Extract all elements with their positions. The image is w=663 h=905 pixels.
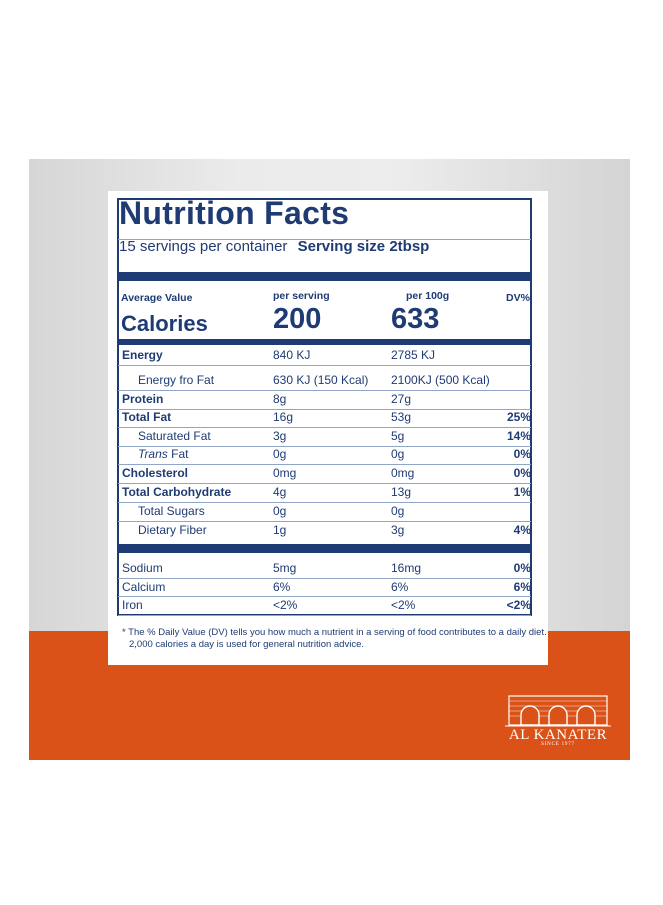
calories-per-100g: 633 xyxy=(391,303,440,335)
nutrient-label: Trans Fat xyxy=(138,447,188,461)
dv-value: 1% xyxy=(513,485,531,499)
thick-divider xyxy=(118,339,531,345)
per-100g-value: 53g xyxy=(391,410,412,424)
per-100g-value: 0g xyxy=(391,447,405,461)
dv-value: 6% xyxy=(513,580,531,594)
per-100g-value: <2% xyxy=(391,598,416,612)
dv-value: 4% xyxy=(513,523,531,537)
per-100g-value: 27g xyxy=(391,392,412,406)
header-average: Average Value xyxy=(121,292,193,304)
per-100g-value: 13g xyxy=(391,485,412,499)
nutrition-title: Nutrition Facts xyxy=(119,195,350,231)
footnote: * The % Daily Value (DV) tells you how m… xyxy=(122,627,547,651)
logo-since: SINCE 1977 xyxy=(541,742,575,747)
nutrient-label-italic: Trans xyxy=(138,447,168,461)
dv-value: 0% xyxy=(513,466,531,480)
row-divider xyxy=(118,446,531,447)
per-100g-value: 2785 KJ xyxy=(391,348,436,362)
nutrient-label: Cholesterol xyxy=(122,466,189,480)
thick-divider xyxy=(118,544,531,553)
header-dv: DV% xyxy=(506,292,530,304)
row-divider xyxy=(118,427,531,428)
arches-icon xyxy=(505,695,611,727)
nutrient-label: Total Sugars xyxy=(138,504,205,518)
per-serving-value: 0mg xyxy=(273,466,297,480)
servings-per-container: 15 servings per container xyxy=(119,238,288,255)
footnote-line-1: * The % Daily Value (DV) tells you how m… xyxy=(122,627,547,638)
row-divider xyxy=(118,502,531,503)
per-serving-value: 8g xyxy=(273,392,287,406)
nutrition-label: Nutrition Facts 15 servings per containe… xyxy=(108,191,548,665)
per-serving-value: 630 KJ (150 Kcal) xyxy=(273,373,369,387)
row-divider xyxy=(118,464,531,465)
nutrient-label: Total Carbohydrate xyxy=(122,485,232,499)
header-per-serving: per serving xyxy=(273,290,330,302)
per-serving-value: 0g xyxy=(273,504,287,518)
per-serving-value: 16g xyxy=(273,410,294,424)
calories-label: Calories xyxy=(121,311,208,336)
nutrient-label: Energy xyxy=(122,348,163,362)
mineral-label: Calcium xyxy=(122,580,166,594)
nutrition-panel xyxy=(117,198,532,616)
row-divider xyxy=(118,615,531,616)
per-serving-value: 840 KJ xyxy=(273,348,311,362)
per-100g-value: 16mg xyxy=(391,561,422,575)
per-100g-value: 0mg xyxy=(391,466,415,480)
dv-value: 14% xyxy=(506,429,531,443)
per-serving-value: 4g xyxy=(273,485,287,499)
header-per-100g: per 100g xyxy=(406,290,450,302)
per-serving-value: 3g xyxy=(273,429,287,443)
row-divider xyxy=(118,483,531,484)
divider xyxy=(118,239,531,240)
per-100g-value: 5g xyxy=(391,429,405,443)
serving-size: Serving size 2tbsp xyxy=(297,238,430,255)
per-100g-value: 0g xyxy=(391,504,405,518)
per-100g-value: 6% xyxy=(391,580,409,594)
per-serving-value: <2% xyxy=(273,598,298,612)
per-100g-value: 2100KJ (500 Kcal) xyxy=(391,373,490,387)
mineral-label: Iron xyxy=(122,598,143,612)
row-divider xyxy=(118,521,531,522)
calories-per-serving: 200 xyxy=(273,303,322,335)
footnote-line-2: 2,000 calories a day is used for general… xyxy=(129,639,364,650)
dv-value: <2% xyxy=(506,598,531,612)
nutrient-label: Energy fro Fat xyxy=(138,373,215,387)
dv-value: 25% xyxy=(506,410,531,424)
row-divider xyxy=(118,390,531,391)
per-100g-value: 3g xyxy=(391,523,405,537)
thick-divider xyxy=(118,272,531,281)
logo-name: AL KANATER xyxy=(508,727,608,743)
row-divider xyxy=(118,596,531,597)
row-divider xyxy=(118,365,531,366)
dv-value: 0% xyxy=(513,447,531,461)
nutrient-label: Dietary Fiber xyxy=(138,523,207,537)
row-divider xyxy=(118,409,531,410)
per-serving-value: 5mg xyxy=(273,561,297,575)
nutrient-label-rest: Fat xyxy=(167,447,189,461)
per-serving-value: 0g xyxy=(273,447,287,461)
mineral-label: Sodium xyxy=(122,561,163,575)
per-serving-value: 6% xyxy=(273,580,291,594)
nutrient-label: Protein xyxy=(122,392,164,406)
nutrient-label: Total Fat xyxy=(122,410,172,424)
row-divider xyxy=(118,578,531,579)
dv-value: 0% xyxy=(513,561,531,575)
servings-line: 15 servings per container Serving size 2… xyxy=(119,238,429,255)
nutrient-label: Saturated Fat xyxy=(138,429,211,443)
al-kanater-logo: AL KANATER SINCE 1977 xyxy=(505,693,611,748)
per-serving-value: 1g xyxy=(273,523,287,537)
